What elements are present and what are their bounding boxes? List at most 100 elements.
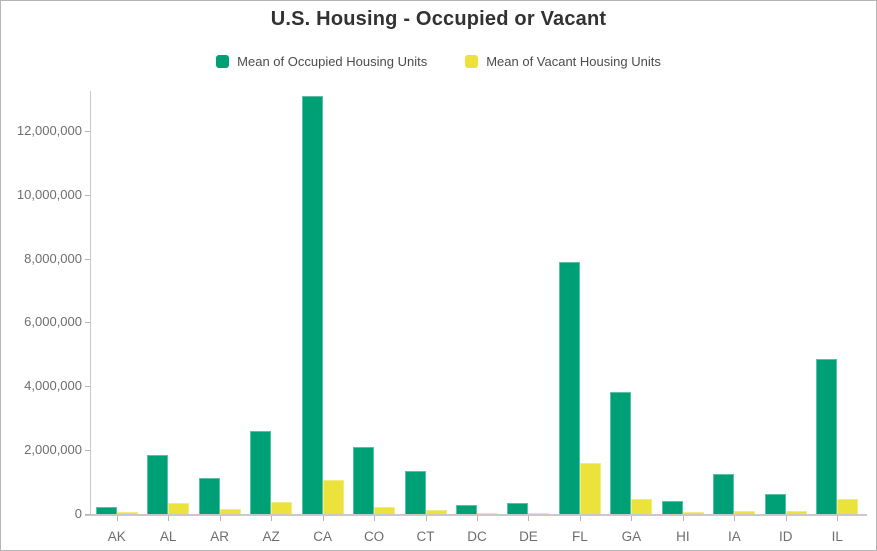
x-tick-mark [579,516,581,521]
y-tick-mark [85,386,90,388]
bar-occupied-dc[interactable] [456,505,478,514]
x-axis-label-al: AL [159,529,177,544]
bar-group-co [348,91,399,514]
x-axis-label-dc: DC [467,529,487,544]
bar-group-fl [554,91,605,514]
bar-occupied-fl[interactable] [558,261,580,514]
x-axis-label-ga: GA [621,529,642,544]
bar-vacant-ct[interactable] [425,510,447,514]
bar-group-il [812,91,863,514]
bar-occupied-ca[interactable] [301,95,323,514]
legend: Mean of Occupied Housing Units Mean of V… [1,54,876,69]
bar-vacant-ar[interactable] [219,508,241,514]
y-tick-label: 12,000,000 [16,122,82,138]
y-axis-line [90,91,91,515]
x-tick-mark [682,516,684,521]
bar-group-ca [297,91,348,514]
occupied-swatch-icon [216,55,230,68]
y-tick-label: 8,000,000 [24,250,82,266]
bar-group-hi [657,91,708,514]
bar-occupied-de[interactable] [507,503,529,514]
bar-vacant-dc[interactable] [477,513,499,514]
x-axis-label-ct: CT [416,529,435,544]
bar-vacant-ak[interactable] [116,512,138,514]
bar-group-ct [400,91,451,514]
x-tick-mark [425,516,427,521]
y-tick-mark [85,130,90,132]
legend-item-occupied[interactable]: Mean of Occupied Housing Units [216,54,427,69]
x-tick-mark [837,516,839,521]
bar-group-ar [194,91,245,514]
bar-occupied-ga[interactable] [610,392,632,514]
x-tick-mark [168,516,170,521]
bar-vacant-il[interactable] [837,499,859,514]
x-axis-line [85,514,867,516]
bar-occupied-ct[interactable] [404,470,426,514]
y-tick-mark [85,258,90,260]
x-tick-mark [734,516,736,521]
x-axis-label-ar: AR [210,529,230,544]
x-tick-mark [374,516,376,521]
bar-vacant-az[interactable] [271,502,293,514]
plot-area [91,91,863,514]
bar-group-de [503,91,554,514]
x-axis-label-ia: IA [727,529,741,544]
bar-vacant-ca[interactable] [322,479,344,514]
bar-occupied-az[interactable] [250,431,272,514]
bar-occupied-al[interactable] [147,454,169,514]
x-axis-label-az: AZ [262,529,280,544]
y-tick-label: 2,000,000 [24,442,82,458]
bar-group-az [245,91,296,514]
bar-vacant-id[interactable] [785,511,807,514]
bar-vacant-de[interactable] [528,512,550,514]
bar-vacant-ia[interactable] [734,510,756,514]
bar-occupied-ia[interactable] [713,474,735,514]
x-tick-mark [322,516,324,521]
bar-group-ak [91,91,142,514]
y-tick-label: 0 [74,506,82,521]
bar-group-al [142,91,193,514]
y-tick-label: 10,000,000 [16,186,82,202]
bar-occupied-il[interactable] [816,358,838,514]
bar-vacant-fl[interactable] [579,463,601,514]
bar-vacant-co[interactable] [374,507,396,514]
bar-vacant-ga[interactable] [631,499,653,514]
y-tick-label: 6,000,000 [24,314,82,330]
x-tick-mark [528,516,530,521]
bar-group-ia [709,91,760,514]
x-axis-label-ak: AK [107,529,126,544]
x-axis-label-ca: CA [313,529,332,544]
bar-occupied-hi[interactable] [661,500,683,514]
x-tick-mark [116,516,118,521]
bar-group-ga [606,91,657,514]
x-axis-label-id: ID [779,529,793,544]
x-axis-label-hi: HI [676,529,690,544]
bar-vacant-hi[interactable] [682,512,704,514]
bar-occupied-ar[interactable] [198,477,220,514]
y-tick-label: 4,000,000 [24,378,82,394]
x-tick-mark [219,516,221,521]
x-axis-label-de: DE [519,529,538,544]
x-axis-label-fl: FL [572,529,588,544]
bar-group-dc [451,91,502,514]
bar-occupied-id[interactable] [764,494,786,514]
legend-label-occupied: Mean of Occupied Housing Units [237,54,428,69]
x-axis-label-co: CO [363,529,385,544]
bar-occupied-co[interactable] [353,446,375,514]
y-tick-mark [85,322,90,324]
x-axis-label-il: IL [831,529,843,544]
x-tick-mark [271,516,273,521]
x-tick-mark [477,516,478,521]
chart-title: U.S. Housing - Occupied or Vacant [270,8,607,30]
y-tick-mark [85,450,90,452]
legend-item-vacant[interactable]: Mean of Vacant Housing Units [465,54,661,69]
legend-label-vacant: Mean of Vacant Housing Units [486,54,661,69]
x-tick-mark [631,516,633,521]
bar-vacant-al[interactable] [168,502,190,514]
y-tick-mark [85,194,90,196]
bar-group-id [760,91,811,514]
bar-occupied-ak[interactable] [95,506,117,514]
y-tick-mark [85,514,90,515]
x-tick-mark [785,516,787,521]
